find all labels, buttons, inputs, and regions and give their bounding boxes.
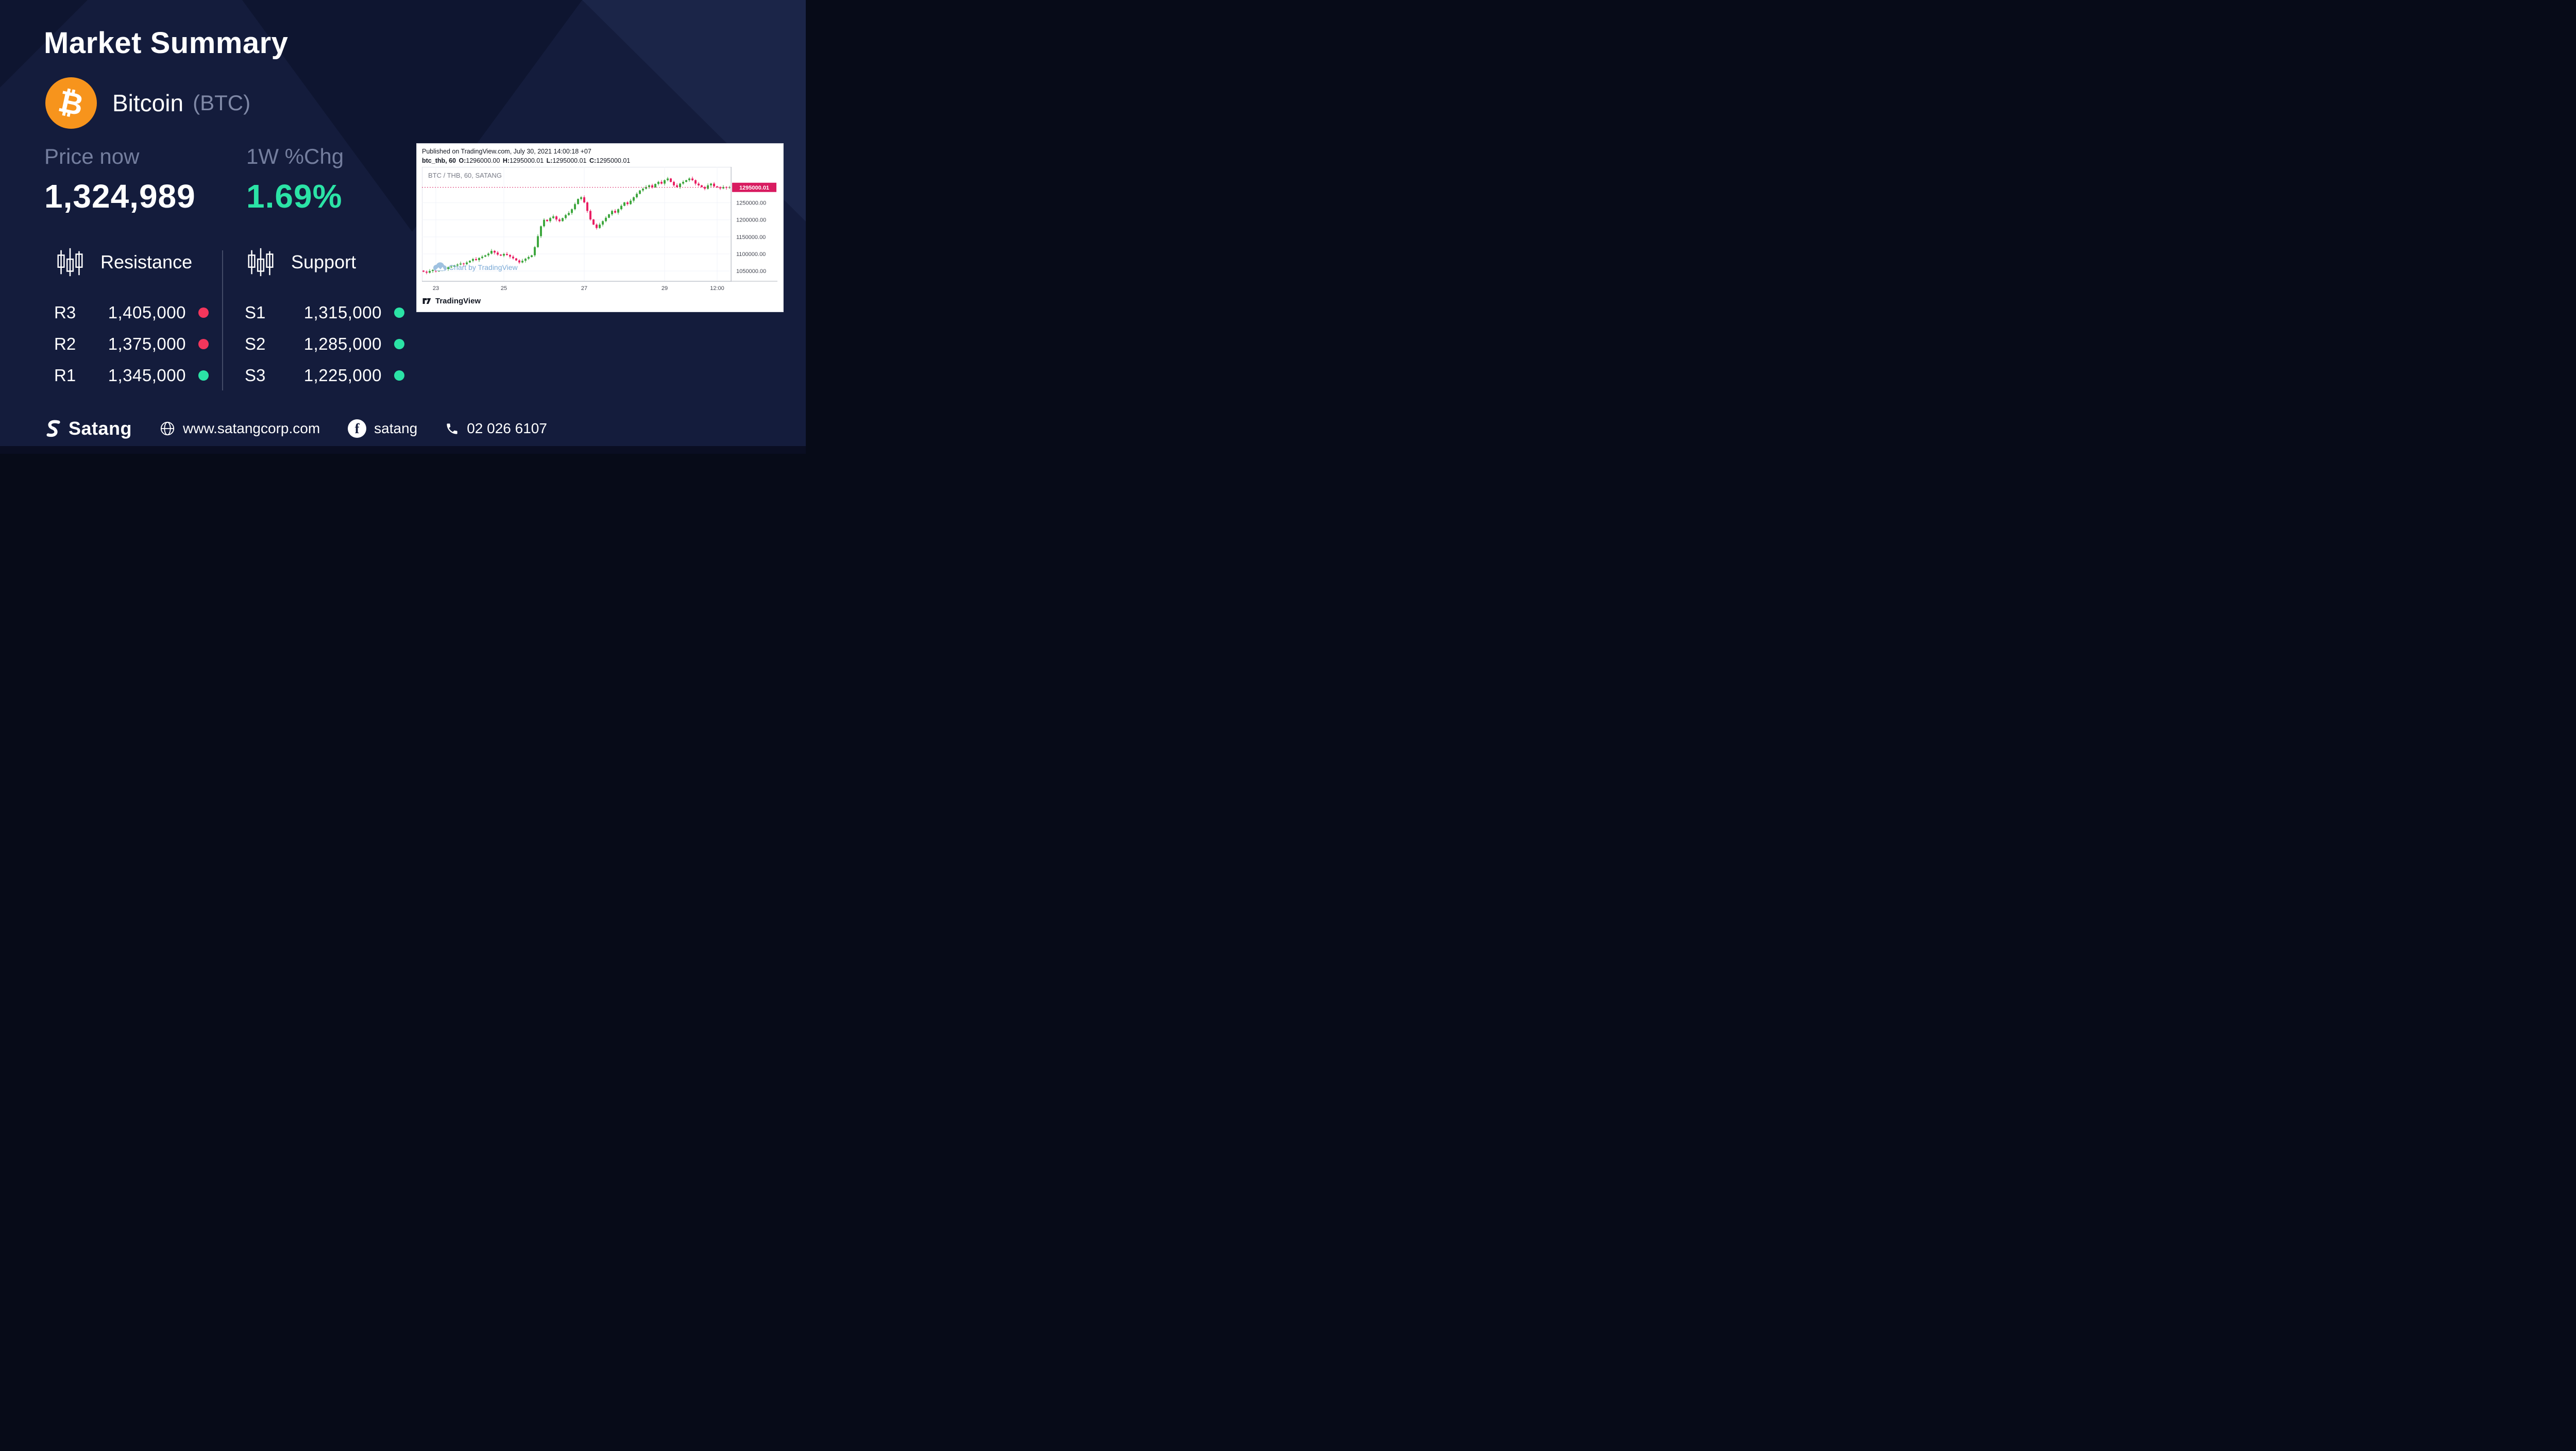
resistance-column: Resistance R3 1,405,000 R2 1,375,000 R1 1,345… xyxy=(44,246,209,397)
level-row-r2: R2 1,375,000 xyxy=(54,334,209,354)
level-row-s1: S1 1,315,000 xyxy=(245,303,404,322)
resistance-rows: R3 1,405,000 R2 1,375,000 R1 1,345,000 xyxy=(54,303,209,385)
svg-text:1200000.00: 1200000.00 xyxy=(736,217,766,224)
footer-phone: 02 026 6107 xyxy=(445,420,547,437)
support-column: Support S1 1,315,000 S2 1,285,000 S3 1,225,00… xyxy=(223,246,404,397)
stats-row: Price now 1,324,989 1W %Chg 1.69% xyxy=(44,144,448,215)
ohlc-close-value: 1295000.01 xyxy=(596,157,631,164)
footer-phone-text: 02 026 6107 xyxy=(467,420,547,436)
chart-watermark: Chart by TradingView xyxy=(433,262,518,271)
level-row-r3: R3 1,405,000 xyxy=(54,303,209,322)
svg-text:Chart by TradingView: Chart by TradingView xyxy=(449,263,518,271)
level-row-s3: S3 1,225,000 xyxy=(245,366,404,385)
tradingview-chart-card: Published on TradingView.com, July 30, 2… xyxy=(416,143,784,312)
phone-icon xyxy=(445,422,459,436)
week-change-block: 1W %Chg 1.69% xyxy=(246,144,448,215)
globe-icon xyxy=(160,421,175,436)
facebook-icon: f xyxy=(348,419,367,438)
ohlc-high-label: H: xyxy=(502,157,510,164)
price-chart: 1050000.00 1100000.00 1150000.00 1200000.00… xyxy=(422,167,777,292)
level-value: 1,285,000 xyxy=(303,334,382,353)
level-name: R3 xyxy=(54,303,76,322)
week-change-label: 1W %Chg xyxy=(246,144,344,168)
svg-text:1250000.00: 1250000.00 xyxy=(736,200,766,207)
bitcoin-symbol: ₿ xyxy=(55,83,87,123)
footer-bar: Satang www.satangcorp.com f xyxy=(44,418,547,439)
asset-name: Bitcoin xyxy=(112,90,184,116)
levels-section: Resistance R3 1,405,000 R2 1,375,000 R1 1,345… xyxy=(44,246,404,397)
level-row-r1: R1 1,345,000 xyxy=(54,366,209,385)
support-rows: S1 1,315,000 S2 1,285,000 S3 1,225,000 xyxy=(245,303,404,385)
market-summary-poster: Market Summary ₿ Bitcoin (BTC) Price now… xyxy=(0,0,806,454)
asset-ticker: (BTC) xyxy=(193,91,251,115)
ohlc-low-value: 1295000.01 xyxy=(552,157,587,164)
candlestick-icon xyxy=(57,248,83,277)
svg-text:27: 27 xyxy=(581,285,587,292)
chart-ohlc-line: btc_thb, 60 O:1296000.00 H:1295000.01 L:… xyxy=(422,157,779,164)
tradingview-brand: TradingView xyxy=(422,296,779,306)
ohlc-low-label: L: xyxy=(546,157,553,164)
level-status-dot xyxy=(198,370,209,381)
level-status-dot xyxy=(394,339,404,349)
svg-text:1150000.00: 1150000.00 xyxy=(736,234,766,241)
price-now-label: Price now xyxy=(44,144,140,168)
ohlc-high-value: 1295000.01 xyxy=(510,157,544,164)
price-now-value: 1,324,989 xyxy=(44,178,196,215)
level-value: 1,375,000 xyxy=(108,334,186,353)
levels-divider xyxy=(222,250,223,390)
svg-text:29: 29 xyxy=(662,285,668,292)
footer-website: www.satangcorp.com xyxy=(160,420,320,437)
resistance-title: Resistance xyxy=(100,251,193,272)
level-value: 1,315,000 xyxy=(303,303,382,322)
satang-logo-icon xyxy=(46,420,60,437)
level-value: 1,345,000 xyxy=(108,366,186,385)
svg-text:12:00: 12:00 xyxy=(710,285,724,292)
week-change-value: 1.69% xyxy=(246,178,343,215)
bitcoin-icon: ₿ xyxy=(45,77,97,129)
support-header: Support xyxy=(245,246,404,278)
svg-text:1100000.00: 1100000.00 xyxy=(736,251,766,258)
svg-text:25: 25 xyxy=(501,285,507,292)
level-name: S1 xyxy=(245,303,266,322)
level-name: S3 xyxy=(245,366,266,385)
resistance-header: Resistance xyxy=(54,246,209,278)
ohlc-close-label: C: xyxy=(589,157,597,164)
asset-header: ₿ Bitcoin (BTC) xyxy=(45,77,250,129)
level-name: R2 xyxy=(54,334,76,353)
ohlc-open-label: O: xyxy=(459,157,466,164)
svg-text:1050000.00: 1050000.00 xyxy=(736,268,766,275)
level-row-s2: S2 1,285,000 xyxy=(245,334,404,354)
bottom-accent-strip xyxy=(0,446,806,454)
footer-facebook-text: satang xyxy=(374,420,418,436)
tradingview-logo-icon xyxy=(422,298,431,304)
level-status-dot xyxy=(198,308,209,318)
svg-text:23: 23 xyxy=(433,285,439,292)
support-title: Support xyxy=(291,251,357,272)
candlestick-icon xyxy=(248,248,274,277)
chart-published-line: Published on TradingView.com, July 30, 2… xyxy=(422,148,591,155)
level-value: 1,225,000 xyxy=(303,366,382,385)
ohlc-open-value: 1296000.00 xyxy=(466,157,500,164)
level-name: R1 xyxy=(54,366,76,385)
svg-text:BTC / THB, 60, SATANG: BTC / THB, 60, SATANG xyxy=(428,172,502,179)
level-status-dot xyxy=(394,370,404,381)
footer-website-text: www.satangcorp.com xyxy=(183,420,320,436)
level-value: 1,405,000 xyxy=(108,303,186,322)
price-now-block: Price now 1,324,989 xyxy=(44,144,246,215)
satang-brand-name: Satang xyxy=(69,418,132,439)
level-name: S2 xyxy=(245,334,266,353)
level-status-dot xyxy=(198,339,209,349)
satang-brand: Satang xyxy=(44,418,132,439)
chart-symbol: btc_thb, 60 xyxy=(422,157,456,164)
footer-facebook: f satang xyxy=(348,419,417,438)
page-title: Market Summary xyxy=(44,26,289,60)
svg-text:1295000.01: 1295000.01 xyxy=(739,185,769,191)
tradingview-logo-text: TradingView xyxy=(435,297,481,305)
level-status-dot xyxy=(394,308,404,318)
